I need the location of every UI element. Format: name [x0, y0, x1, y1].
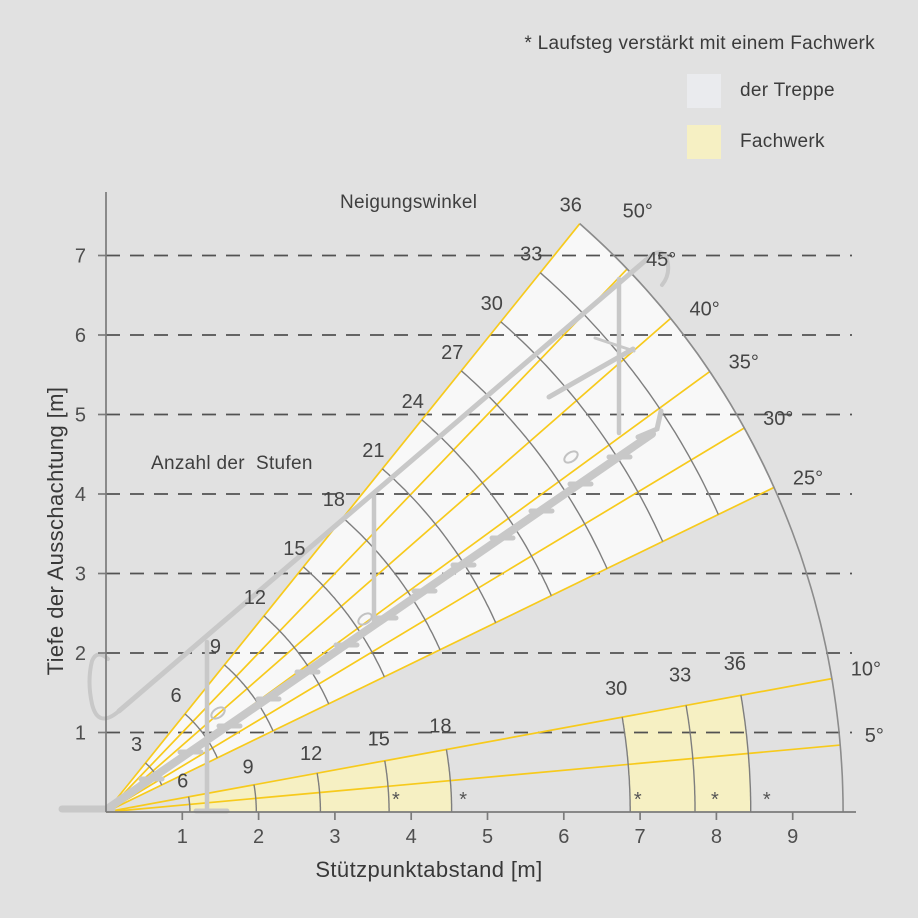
angle-line-5 [105, 744, 841, 813]
angle-line-10 [105, 677, 833, 813]
step-count-label: 9 [210, 636, 221, 658]
y-tick-label: 4 [75, 484, 86, 506]
x-tick-label: 5 [482, 826, 493, 848]
band-arc-15 [384, 760, 390, 812]
legend: * Laufsteg verstärkt mit einem Fachwerk … [0, 0, 918, 170]
y-tick-label: 3 [75, 564, 86, 586]
axis-layer [98, 192, 856, 820]
step-arc-15 [302, 566, 385, 678]
x-axis-title: Stützpunktabstand [m] [315, 857, 543, 882]
band-step-label: 36 [724, 653, 746, 675]
angle-fan-title: Neigungswinkel [340, 192, 478, 213]
step-count-label: 21 [362, 440, 384, 462]
y-tick-label: 7 [75, 246, 86, 268]
step-arc-21 [381, 468, 497, 623]
band-step-label: 12 [300, 743, 322, 765]
band-arc-9 [253, 784, 257, 812]
band-arc-6 [188, 796, 191, 812]
step-count-label: 18 [323, 489, 345, 511]
x-tick-label: 1 [177, 826, 188, 848]
angle-label-40: 40° [689, 298, 719, 320]
step-arc-27 [460, 370, 608, 569]
stair-ring [357, 612, 373, 626]
step-count-label: 3 [131, 734, 142, 756]
asterisk-marker: * [763, 789, 771, 811]
x-tick-label: 4 [406, 826, 417, 848]
asterisk-marker: * [634, 789, 642, 811]
step-arc-33 [539, 272, 719, 515]
x-tick-label: 6 [558, 826, 569, 848]
x-tick-label: 9 [787, 826, 798, 848]
band-step-label: 18 [429, 716, 451, 738]
step-arc-18 [342, 517, 441, 650]
band-step-label: 30 [605, 678, 627, 700]
band-step-label: 6 [177, 770, 188, 792]
y-tick-label: 6 [75, 325, 86, 347]
legend-item-label: der Treppe [740, 80, 835, 101]
asterisk-marker: * [392, 789, 400, 811]
x-tick-label: 7 [635, 826, 646, 848]
y-tick-label: 5 [75, 405, 86, 427]
band-arc-18 [445, 749, 453, 812]
x-tick-label: 8 [711, 826, 722, 848]
step-arc-6 [184, 713, 218, 759]
stair-sketch-stroke [116, 257, 649, 714]
band-step-label: 9 [242, 757, 253, 779]
outer-arc [579, 223, 844, 813]
legend-item-fachwerk: Fachwerk [687, 125, 825, 159]
y-tick-label: 1 [75, 723, 86, 745]
y-axis-title: Tiefe der Ausschachtung [m] [43, 386, 68, 676]
step-arc-9 [223, 664, 274, 732]
asterisk-marker: * [459, 789, 467, 811]
legend-note: * Laufsteg verstärkt mit einem Fachwerk [524, 33, 875, 54]
stair-sketch-stroke [87, 652, 121, 721]
angle-label-30: 30° [763, 408, 793, 430]
band-arc-33 [685, 705, 696, 812]
band-arc-30 [621, 717, 631, 812]
angle-label-25: 25° [793, 467, 823, 489]
legend-item-treppe: der Treppe [687, 74, 835, 108]
fachwerk-band-fill [622, 695, 751, 812]
asterisk-marker: * [711, 789, 719, 811]
step-count-label: 15 [283, 538, 305, 560]
angle-label-45: 45° [646, 249, 676, 271]
fachwerk-swatch [687, 125, 721, 159]
step-count-label: 6 [170, 685, 181, 707]
step-count-label: 12 [244, 587, 266, 609]
band-step-label: 33 [669, 664, 691, 686]
stair-sketch-stroke [644, 250, 671, 287]
band-arc-12 [316, 773, 322, 812]
stair-sketch-stroke [635, 408, 664, 440]
grid-layer [106, 254, 852, 734]
step-count-label: 33 [520, 244, 542, 266]
band-arc-36 [740, 695, 752, 812]
treppe-swatch [687, 74, 721, 108]
angle-label-35: 35° [729, 352, 759, 374]
angle-label-10: 10° [851, 659, 881, 681]
angle-label-50: 50° [623, 201, 653, 223]
step-arc-24 [421, 419, 552, 596]
step-count-label: 30 [481, 293, 503, 315]
band-step-label: 15 [368, 729, 390, 751]
stair-ring [210, 706, 226, 720]
legend-item-label: Fachwerk [740, 131, 825, 152]
step-arc-12 [263, 615, 330, 705]
label-layer: 1 2 3 4 5 6 7 8 91234567369121518212427303336691… [75, 195, 884, 848]
step-count-label: 24 [402, 391, 424, 413]
angle-line-25 [105, 486, 775, 813]
stair-ring [563, 450, 579, 464]
x-tick-label: 3 [329, 826, 340, 848]
stair-sketch-stroke [103, 430, 656, 813]
step-count-label: 36 [560, 195, 582, 217]
x-tick-label: 2 [253, 826, 264, 848]
stair-sketch-layer [58, 250, 671, 814]
angle-label-5: 5° [865, 725, 884, 747]
stair-sketch-stroke [593, 336, 636, 353]
step-count-title: Anzahl der Stufen [151, 453, 313, 474]
y-tick-label: 2 [75, 643, 86, 665]
step-count-label: 27 [441, 342, 463, 364]
